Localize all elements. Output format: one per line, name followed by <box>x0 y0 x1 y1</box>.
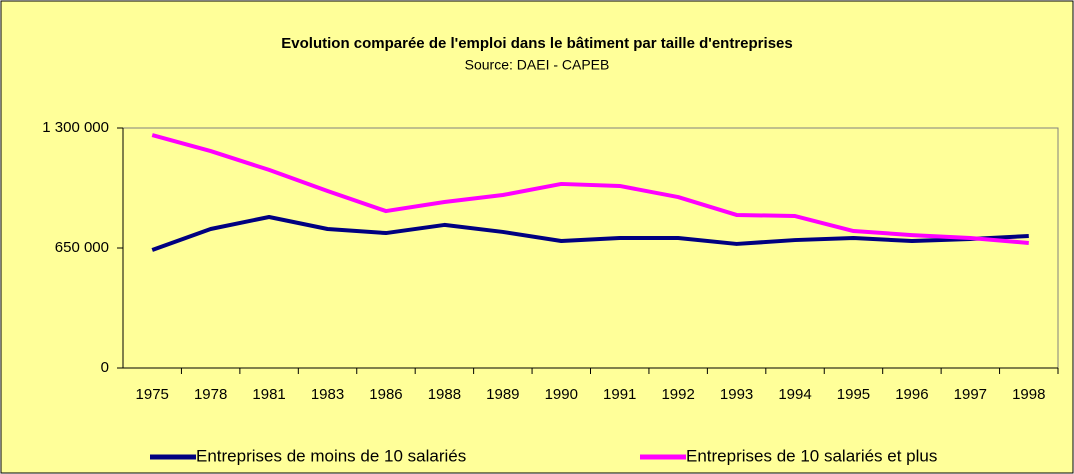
x-tick-label: 1996 <box>895 386 928 403</box>
y-tick-label: 1 300 000 <box>42 119 109 136</box>
x-tick-label: 1983 <box>311 386 344 403</box>
x-tick-label: 1975 <box>136 386 169 403</box>
y-tick-label: 650 000 <box>55 239 109 256</box>
y-tick-label: 0 <box>101 359 109 376</box>
x-tick-label: 1992 <box>661 386 694 403</box>
plot-area <box>122 127 1059 369</box>
x-tick-label: 1995 <box>837 386 870 403</box>
legend-label: Entreprises de 10 salariés et plus <box>686 446 937 465</box>
x-tick-label: 1981 <box>252 386 285 403</box>
x-tick-label: 1994 <box>778 386 811 403</box>
x-tick-label: 1993 <box>720 386 753 403</box>
x-tick-label: 1988 <box>428 386 461 403</box>
x-tick-label: 1998 <box>1012 386 1045 403</box>
series-line <box>151 214 1029 252</box>
x-tick-label: 1997 <box>954 386 987 403</box>
x-tick-label: 1986 <box>369 386 402 403</box>
series-line <box>151 133 1029 246</box>
chart-title: Evolution comparée de l'emploi dans le b… <box>281 35 792 52</box>
x-tick-label: 1990 <box>545 386 578 403</box>
chart-subtitle: Source: DAEI - CAPEB <box>465 57 610 73</box>
x-tick-label: 1989 <box>486 386 519 403</box>
legend-label: Entreprises de moins de 10 salariés <box>196 446 466 465</box>
x-tick-label: 1978 <box>194 386 227 403</box>
x-tick-label: 1991 <box>603 386 636 403</box>
